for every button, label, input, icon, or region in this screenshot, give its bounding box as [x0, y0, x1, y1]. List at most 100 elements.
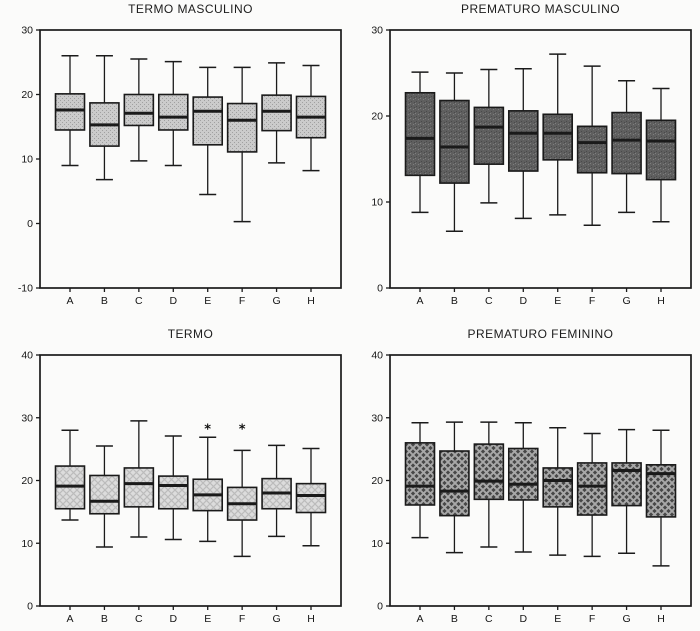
panel-termo: TERMO 0 10 20 30 40 A B C D E F G H * * [0, 315, 350, 631]
box-B [89, 55, 120, 181]
x-tick-label: C [135, 295, 143, 307]
box-B [439, 72, 470, 232]
box-E [192, 66, 224, 196]
x-tick-label: E [204, 613, 211, 625]
box-F [576, 65, 608, 226]
y-tick-label: 30 [21, 25, 33, 37]
x-axis: A B C D E F G H [416, 288, 665, 307]
chart-title-prematuro-feminino: PREMATURO FEMININO [467, 327, 614, 341]
x-tick-label: E [554, 613, 561, 625]
boxplot-termo-masculino: -10 0 10 20 30 A B C D E F G H [18, 25, 342, 307]
box-F [576, 432, 608, 558]
plot-frame [389, 29, 692, 289]
y-tick-label: 20 [21, 475, 33, 487]
chart-title-prematuro-masculino: PREMATURO MASCULINO [460, 2, 620, 16]
y-tick-label: 10 [371, 538, 383, 550]
x-tick-label: D [169, 295, 177, 307]
x-tick-label: H [657, 613, 665, 625]
y-tick-label: 20 [21, 89, 33, 101]
x-tick-label: F [589, 613, 595, 625]
x-tick-label: G [622, 613, 630, 625]
y-tick-label: 40 [21, 350, 33, 362]
box-A [404, 71, 436, 214]
x-tick-label: G [272, 613, 280, 625]
box-C [123, 420, 155, 538]
x-tick-label: B [451, 295, 458, 307]
x-tick-label: H [657, 295, 665, 307]
plot-area: 0 10 20 30 40 A B C D E F G H * * [21, 350, 342, 625]
box-C [473, 421, 505, 548]
x-tick-label: D [169, 613, 177, 625]
y-tick-label: 30 [371, 412, 383, 424]
y-tick-label: 30 [21, 412, 33, 424]
outlier-marker: * [204, 422, 211, 437]
box-E [542, 427, 574, 556]
box-F [226, 66, 258, 223]
panel-termo-masculino: TERMO MASCULINO -10 0 10 20 30 A B C D E F G H [0, 0, 350, 315]
box-H [645, 87, 677, 223]
panel-prematuro-masculino: PREMATURO MASCULINO 0 10 20 30 A B C D E F G H [350, 0, 700, 315]
y-axis: 0 10 20 30 40 [371, 350, 390, 613]
x-tick-label: A [66, 613, 73, 625]
box-E [542, 53, 574, 216]
x-tick-label: A [416, 295, 423, 307]
x-tick-label: E [554, 295, 561, 307]
y-tick-label: 10 [371, 197, 383, 209]
boxplot-prematuro-feminino: 0 10 20 30 40 A B C D E F G H [371, 350, 692, 625]
x-axis: A B C D E F G H [66, 606, 315, 625]
box-G [261, 62, 292, 164]
x-tick-label: B [451, 613, 458, 625]
plot-area: 0 10 20 30 A B C D E F G H [371, 25, 692, 307]
y-tick-label: 0 [377, 601, 383, 613]
x-tick-label: B [101, 613, 108, 625]
x-tick-label: F [589, 295, 595, 307]
box-G [611, 79, 642, 214]
x-tick-label: H [307, 613, 315, 625]
plot-area: 0 10 20 30 40 A B C D E F G H [371, 350, 692, 625]
x-tick-label: F [239, 613, 245, 625]
box-D [157, 435, 189, 541]
x-tick-label: D [519, 295, 527, 307]
x-tick-label: G [622, 295, 630, 307]
boxplot-prematuro-masculino: 0 10 20 30 A B C D E F G H [371, 25, 692, 307]
y-tick-label: 30 [371, 25, 383, 37]
y-tick-label: 0 [27, 601, 33, 613]
outlier-marker: * [239, 422, 246, 437]
y-tick-label: 0 [27, 218, 33, 230]
box-F: * [226, 422, 258, 558]
x-tick-label: D [519, 613, 527, 625]
box-D [507, 67, 539, 220]
y-tick-label: 0 [377, 283, 383, 295]
box-B [439, 421, 470, 554]
y-tick-label: 20 [371, 111, 383, 123]
box-A [54, 55, 86, 167]
box-G [611, 428, 642, 555]
box-D [507, 422, 539, 553]
x-axis: A B C D E F G H [416, 606, 665, 625]
y-tick-label: -10 [18, 283, 33, 295]
x-tick-label: F [239, 295, 245, 307]
x-tick-label: A [416, 613, 423, 625]
y-axis: -10 0 10 20 30 [18, 25, 40, 295]
x-tick-label: C [485, 613, 493, 625]
y-tick-label: 10 [21, 538, 33, 550]
chart-title-termo-masculino: TERMO MASCULINO [128, 2, 253, 16]
y-tick-label: 20 [371, 475, 383, 487]
box-E: * [192, 422, 224, 543]
x-tick-label: G [272, 295, 280, 307]
panel-prematuro-feminino: PREMATURO FEMININO 0 10 20 30 40 A B C D E F G H [350, 315, 700, 631]
x-tick-label: A [66, 295, 73, 307]
x-tick-label: H [307, 295, 315, 307]
box-G [261, 444, 292, 538]
x-tick-label: C [135, 613, 143, 625]
y-axis: 0 10 20 30 [371, 25, 390, 295]
box-B [89, 445, 120, 548]
x-tick-label: E [204, 295, 211, 307]
boxplot-termo: 0 10 20 30 40 A B C D E F G H * * [21, 350, 342, 625]
box-H [295, 447, 327, 547]
box-A [54, 429, 86, 521]
box-H [645, 429, 677, 567]
box-C [123, 58, 155, 162]
x-tick-label: B [101, 295, 108, 307]
